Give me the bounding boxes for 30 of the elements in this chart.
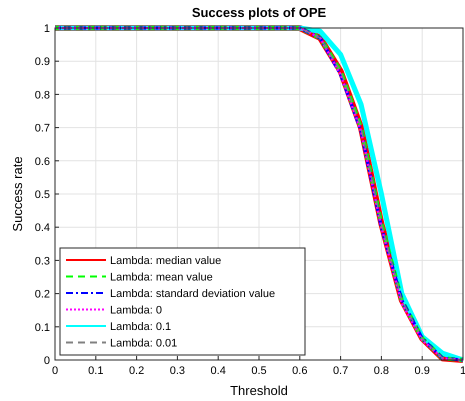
x-tick-label: 0.2 bbox=[128, 365, 144, 377]
x-axis-title: Threshold bbox=[230, 383, 288, 398]
x-tick-label: 0.8 bbox=[374, 365, 390, 377]
y-tick-label: 0.1 bbox=[34, 322, 50, 334]
y-tick-label: 0.9 bbox=[34, 56, 50, 68]
legend-label: Lambda: mean value bbox=[110, 272, 213, 284]
x-tick-label: 0.3 bbox=[170, 365, 186, 377]
x-tick-label: 0.5 bbox=[251, 365, 267, 377]
x-tick-label: 0.6 bbox=[292, 365, 308, 377]
y-tick-label: 1 bbox=[44, 23, 50, 35]
y-tick-label: 0.3 bbox=[34, 255, 50, 268]
legend-label: Lambda: standard deviation value bbox=[110, 288, 276, 300]
legend-label: Lambda: 0.01 bbox=[110, 338, 178, 350]
x-tick-label: 0.7 bbox=[332, 365, 348, 377]
x-tick-label: 0.4 bbox=[210, 365, 226, 377]
x-tick-label: 0 bbox=[52, 365, 58, 377]
y-tick-label: 0.5 bbox=[34, 189, 50, 201]
y-tick-label: 0 bbox=[44, 355, 50, 367]
chart-title: Success plots of OPE bbox=[192, 5, 327, 20]
legend-label: Lambda: 0.1 bbox=[110, 321, 172, 333]
legend-label: Lambda: 0 bbox=[110, 304, 162, 316]
legend-label: Lambda: median value bbox=[110, 255, 222, 267]
y-axis-title: Success rate bbox=[10, 156, 25, 232]
x-tick-label: 0.1 bbox=[88, 365, 104, 377]
y-tick-label: 0.2 bbox=[34, 288, 50, 301]
y-tick-label: 0.8 bbox=[34, 89, 50, 102]
y-tick-label: 0.6 bbox=[34, 156, 50, 168]
x-tick-label: 0.9 bbox=[414, 365, 430, 377]
y-tick-label: 0.7 bbox=[34, 122, 50, 135]
y-tick-label: 0.4 bbox=[34, 222, 50, 234]
